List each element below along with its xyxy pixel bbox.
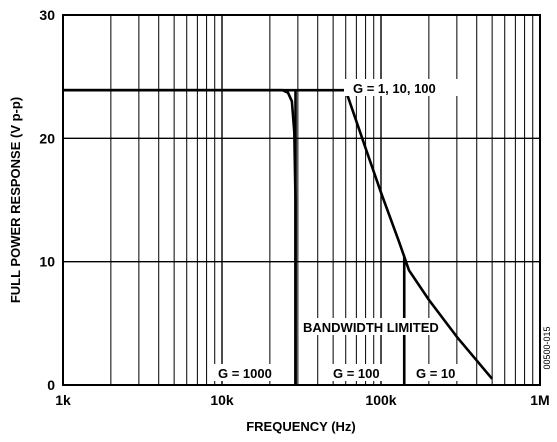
annotation-bandwidth-limited-text: BANDWIDTH LIMITED [303, 320, 439, 335]
curves [63, 88, 494, 385]
annotation-g100-text: G = 100 [333, 366, 380, 381]
y-tick-label: 30 [39, 7, 55, 23]
annotation-g-all-text: G = 1, 10, 100 [353, 81, 436, 96]
annotation-g-all: G = 1, 10, 100 [344, 79, 464, 96]
annotation-g10-text: G = 10 [416, 366, 455, 381]
y-tick-label: 0 [47, 377, 55, 393]
y-axis-title: FULL POWER RESPONSE (V p-p) [8, 97, 23, 303]
x-tick-label: 100k [365, 392, 396, 408]
x-tick-label: 10k [210, 392, 234, 408]
annotation-g10: G = 10 [413, 364, 467, 381]
x-axis-title: FREQUENCY (Hz) [246, 419, 356, 434]
y-tick-label: 20 [39, 130, 55, 146]
x-tick-label: 1k [55, 392, 71, 408]
x-tick-label: 1M [530, 392, 549, 408]
plot-frame [62, 14, 541, 386]
annotation-bandwidth-limited: BANDWIDTH LIMITED [300, 318, 439, 335]
annotation-g100: G = 100 [330, 364, 394, 381]
figure-code: 00500-015 [542, 326, 552, 369]
series-line [63, 88, 494, 380]
y-tick-label: 10 [39, 254, 55, 270]
annotation-g1000: G = 1000 [214, 364, 288, 381]
tick-labels: 1k 10k 100k 1M 0 10 20 30 [39, 7, 549, 408]
annotation-g1000-text: G = 1000 [218, 366, 272, 381]
series-line [63, 88, 297, 385]
